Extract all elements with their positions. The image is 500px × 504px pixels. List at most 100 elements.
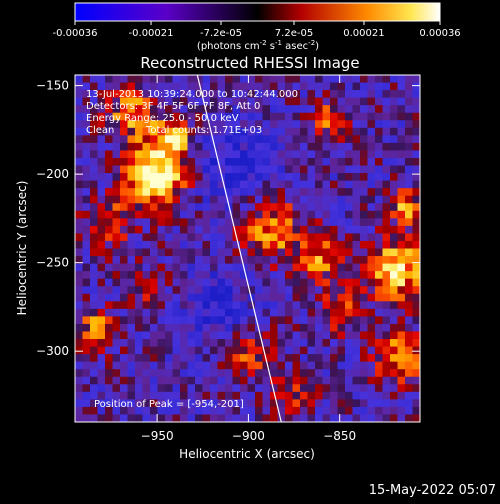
heatmap-cell <box>337 173 346 182</box>
heatmap-cell <box>322 339 331 348</box>
heatmap-cell <box>285 248 293 257</box>
heatmap-cell <box>90 120 98 129</box>
heatmap-cell <box>285 157 293 167</box>
heatmap-cell <box>247 316 256 325</box>
heatmap-cell <box>300 218 308 227</box>
heatmap-cell <box>112 414 121 422</box>
heatmap-cell <box>330 82 338 91</box>
heatmap-cell <box>202 188 211 197</box>
heatmap-cell <box>210 286 218 295</box>
heatmap-cell <box>337 233 346 242</box>
heatmap-cell <box>97 157 106 167</box>
heatmap-cell <box>105 203 113 212</box>
heatmap-cell <box>150 361 158 370</box>
heatmap-cell <box>97 188 106 197</box>
heatmap-cell <box>315 354 323 363</box>
heatmap-cell <box>120 142 128 151</box>
heatmap-cell <box>292 293 301 302</box>
heatmap-cell <box>202 135 211 144</box>
heatmap-cell <box>262 233 271 242</box>
heatmap-cell <box>367 316 376 325</box>
heatmap-cell <box>232 165 241 174</box>
y-axis-label: Heliocentric Y (arcsec) <box>15 181 29 316</box>
heatmap-cell <box>255 248 263 257</box>
heatmap-cell <box>120 82 128 91</box>
heatmap-cell <box>315 384 323 393</box>
heatmap-cell <box>300 391 308 400</box>
heatmap-cell <box>90 278 98 287</box>
heatmap-cell <box>225 150 233 159</box>
heatmap-cell <box>345 173 353 182</box>
heatmap-cell <box>405 75 413 84</box>
heatmap-cell <box>352 346 361 355</box>
heatmap-cell <box>225 323 233 332</box>
heatmap-cell <box>247 406 256 415</box>
heatmap-cell <box>180 157 188 167</box>
heatmap-cell <box>277 354 286 363</box>
heatmap-cell <box>255 188 263 197</box>
heatmap-cell <box>382 97 391 106</box>
heatmap-cell <box>330 90 338 99</box>
heatmap-cell <box>262 150 271 159</box>
heatmap-cell <box>307 218 316 227</box>
heatmap-cell <box>172 263 181 272</box>
heatmap-cell <box>382 278 391 287</box>
heatmap-cell <box>412 180 420 189</box>
heatmap-cell <box>412 323 420 332</box>
heatmap-cell <box>352 286 361 295</box>
heatmap-cell <box>382 195 391 204</box>
heatmap-cell <box>210 188 218 197</box>
heatmap-cell <box>307 195 316 204</box>
heatmap-cell <box>360 165 368 174</box>
heatmap-cell <box>285 384 293 393</box>
heatmap-cell <box>255 308 263 317</box>
heatmap-cell <box>390 271 398 280</box>
heatmap-cell <box>157 210 166 219</box>
heatmap-cell <box>360 180 368 189</box>
heatmap-cell <box>150 278 158 287</box>
heatmap-cell <box>337 112 346 121</box>
heatmap-cell <box>127 316 136 325</box>
heatmap-cell <box>285 82 293 91</box>
heatmap-cell <box>345 391 353 400</box>
heatmap-cell <box>382 263 391 272</box>
heatmap-cell <box>217 135 226 144</box>
heatmap-cell <box>97 263 106 272</box>
heatmap-cell <box>262 286 271 295</box>
heatmap-cell <box>412 120 420 129</box>
heatmap-cell <box>97 323 106 332</box>
heatmap-cell <box>135 112 143 121</box>
heatmap-cell <box>315 331 323 340</box>
heatmap-cell <box>165 82 173 91</box>
heatmap-cell <box>337 180 346 189</box>
heatmap-cell <box>97 135 106 144</box>
heatmap-cell <box>397 218 406 227</box>
heatmap-cell <box>405 142 413 151</box>
heatmap-cell <box>127 180 136 189</box>
heatmap-cell <box>315 218 323 227</box>
heatmap-cell <box>337 316 346 325</box>
heatmap-cell <box>255 105 263 114</box>
heatmap-cell <box>210 150 218 159</box>
heatmap-cell <box>352 135 361 144</box>
heatmap-cell <box>390 142 398 151</box>
heatmap-cell <box>292 195 301 204</box>
heatmap-cell <box>135 173 143 182</box>
heatmap-cell <box>150 203 158 212</box>
heatmap-cell <box>142 75 151 84</box>
heatmap-cell <box>322 263 331 272</box>
heatmap-cell <box>390 188 398 197</box>
heatmap-cell <box>352 316 361 325</box>
heatmap-cell <box>172 369 181 378</box>
heatmap-cell <box>270 286 278 295</box>
heatmap-cell <box>165 271 173 280</box>
heatmap-cell <box>352 406 361 415</box>
heatmap-cell <box>292 112 301 121</box>
heatmap-cell <box>390 127 398 136</box>
heatmap-cell <box>82 150 91 159</box>
heatmap-cell <box>150 180 158 189</box>
heatmap-cell <box>82 263 91 272</box>
heatmap-cell <box>210 316 218 325</box>
heatmap-cell <box>322 97 331 106</box>
heatmap-cell <box>315 195 323 204</box>
